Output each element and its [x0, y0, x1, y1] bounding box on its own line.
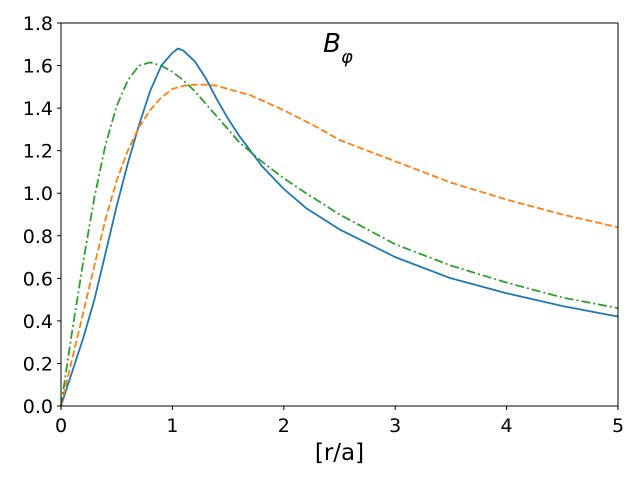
y-tick-label: 1.2	[23, 141, 53, 163]
chart-title: Bφ	[323, 29, 353, 68]
x-tick-label: 5	[612, 415, 624, 437]
x-tick-label: 2	[278, 415, 290, 437]
y-tick-label: 1.0	[23, 183, 53, 205]
y-tick-label: 0.2	[23, 353, 53, 375]
y-tick-label: 0.6	[23, 268, 53, 290]
title-main: B	[323, 29, 341, 59]
series-line-3	[60, 61, 619, 407]
ticks-layer: 0 1 2 3 4 5 0.0 0.2 0.4 0.6 0.8 1.0 1.2 1.4 1.6 1.8	[23, 13, 624, 437]
series-line-1	[60, 47, 619, 407]
plot-frame	[60, 22, 619, 407]
x-tick-label: 1	[166, 415, 178, 437]
y-tick-label: 0.0	[23, 396, 53, 418]
x-tick-label: 0	[55, 415, 67, 437]
x-tick-label: 3	[389, 415, 401, 437]
series-line-2	[60, 83, 619, 407]
y-tick-label: 1.8	[23, 13, 53, 35]
series-layer	[60, 47, 619, 407]
x-axis-label: [r/a]	[315, 440, 364, 466]
y-tick-label: 1.4	[23, 98, 53, 120]
y-tick-label: 0.4	[23, 311, 53, 333]
x-tick-label: 4	[501, 415, 513, 437]
title-subscript: φ	[341, 47, 353, 68]
y-tick-label: 0.8	[23, 226, 53, 248]
y-tick-label: 1.6	[23, 56, 53, 78]
